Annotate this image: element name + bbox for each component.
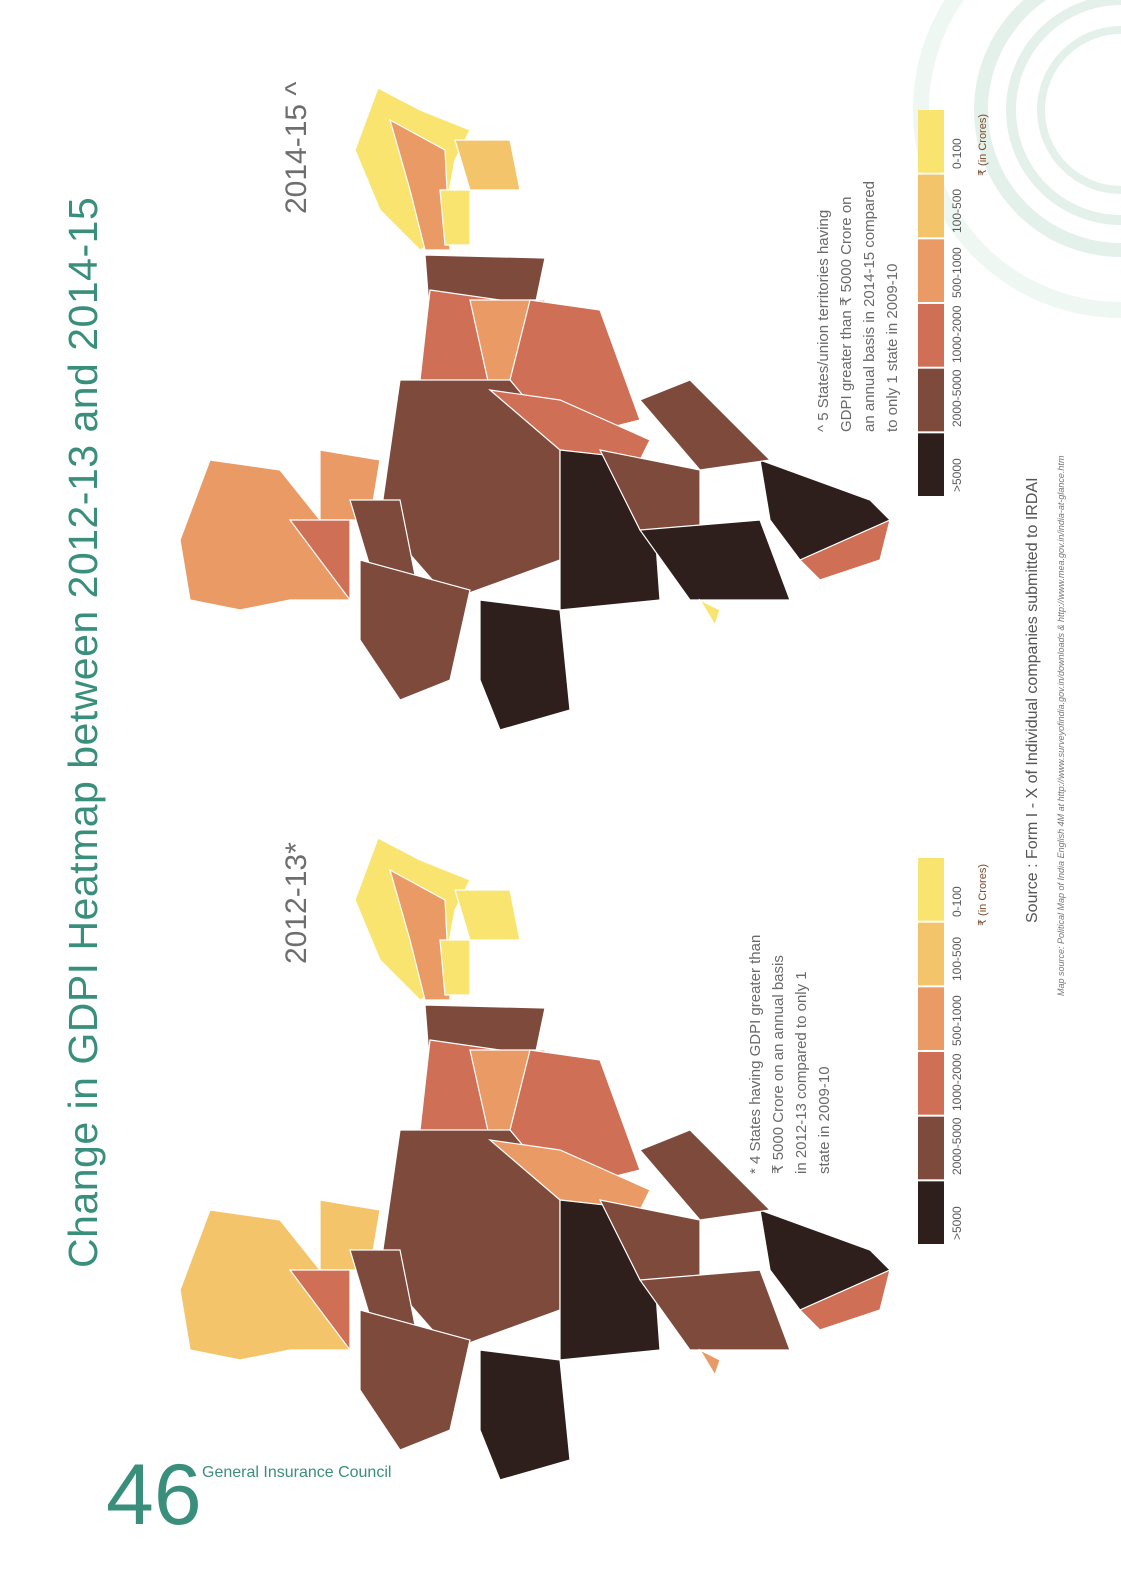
region-punjab-haryana bbox=[454, 139, 521, 191]
region-east bbox=[638, 379, 772, 471]
region-chhattisgarh bbox=[479, 599, 571, 731]
legend-label: 2000-5000 bbox=[950, 369, 964, 428]
legend-label: 1000-2000 bbox=[950, 305, 964, 363]
legend-label: 2000-5000 bbox=[950, 1117, 964, 1176]
note-2012-13: * 4 States having GDPI greater than ₹ 50… bbox=[747, 934, 833, 1174]
region-ne-3 bbox=[288, 1269, 351, 1352]
map-year-label-2014-15: 2014-15 ^ bbox=[280, 81, 313, 214]
region-kerala bbox=[798, 518, 891, 581]
region-kerala bbox=[798, 1268, 891, 1331]
legend-swatch bbox=[918, 433, 944, 496]
region-central bbox=[488, 1139, 651, 1211]
legend-label: 500-1000 bbox=[950, 995, 964, 1046]
legend-swatch bbox=[918, 922, 944, 986]
region-orissa bbox=[359, 559, 471, 701]
map-year-label-2012-13: 2012-13* bbox=[280, 842, 313, 964]
page-title: Change in GDPI Heatmap between 2012-13 a… bbox=[60, 196, 106, 1268]
note-2014-15: ^ 5 States/union territories having GDPI… bbox=[815, 180, 901, 432]
region-punjab-haryana bbox=[454, 889, 521, 941]
legend-swatch bbox=[918, 1181, 944, 1244]
legend-unit-2014-15: ₹ (in Crores) bbox=[977, 113, 989, 176]
page-number: 46 bbox=[106, 1447, 202, 1543]
legend-swatch bbox=[918, 987, 944, 1050]
legend-swatch bbox=[918, 368, 944, 432]
legend-label: >5000 bbox=[950, 458, 964, 492]
region-goa bbox=[698, 598, 721, 627]
region-karnataka bbox=[638, 1269, 791, 1351]
map-source-text: Map source: Political Map of India Engli… bbox=[1056, 455, 1066, 996]
legend-2014-15 bbox=[918, 110, 944, 496]
region-uttarakhand bbox=[439, 189, 471, 246]
region-uttarakhand bbox=[439, 939, 471, 996]
source-text: Source : Form I - X of Individual compan… bbox=[1024, 477, 1041, 923]
india-map-2014-15 bbox=[179, 87, 892, 731]
legend-swatch bbox=[918, 110, 944, 173]
org-name: General Insurance Council bbox=[202, 1464, 392, 1481]
legend-label: 100-500 bbox=[950, 937, 964, 982]
india-map-2012-13 bbox=[179, 837, 892, 1481]
legend-unit-2012-13: ₹ (in Crores) bbox=[977, 863, 989, 926]
region-central bbox=[488, 389, 651, 461]
legend-swatch bbox=[918, 304, 944, 367]
legend-label: 0-100 bbox=[950, 885, 964, 917]
region-east bbox=[638, 1129, 772, 1221]
legend-swatch bbox=[918, 858, 944, 921]
region-ne-3 bbox=[288, 519, 351, 602]
legend-label: 0-100 bbox=[950, 137, 964, 169]
legend-label: 1000-2000 bbox=[950, 1053, 964, 1111]
region-goa bbox=[698, 1348, 721, 1377]
region-himachal bbox=[389, 868, 451, 1001]
legend-swatch bbox=[918, 239, 944, 302]
region-chhattisgarh bbox=[479, 1349, 571, 1481]
region-himachal bbox=[389, 118, 451, 251]
legend-swatch bbox=[918, 1052, 944, 1115]
region-karnataka bbox=[638, 519, 791, 601]
legend-2012-13 bbox=[918, 858, 944, 1244]
legend-label: 500-1000 bbox=[950, 247, 964, 298]
region-northeast bbox=[179, 459, 351, 611]
legend-label: >5000 bbox=[950, 1206, 964, 1240]
legend-swatch bbox=[918, 1116, 944, 1180]
legend-swatch bbox=[918, 174, 944, 238]
region-orissa bbox=[359, 1309, 471, 1451]
region-northeast bbox=[179, 1209, 351, 1361]
legend-label: 100-500 bbox=[950, 189, 964, 234]
